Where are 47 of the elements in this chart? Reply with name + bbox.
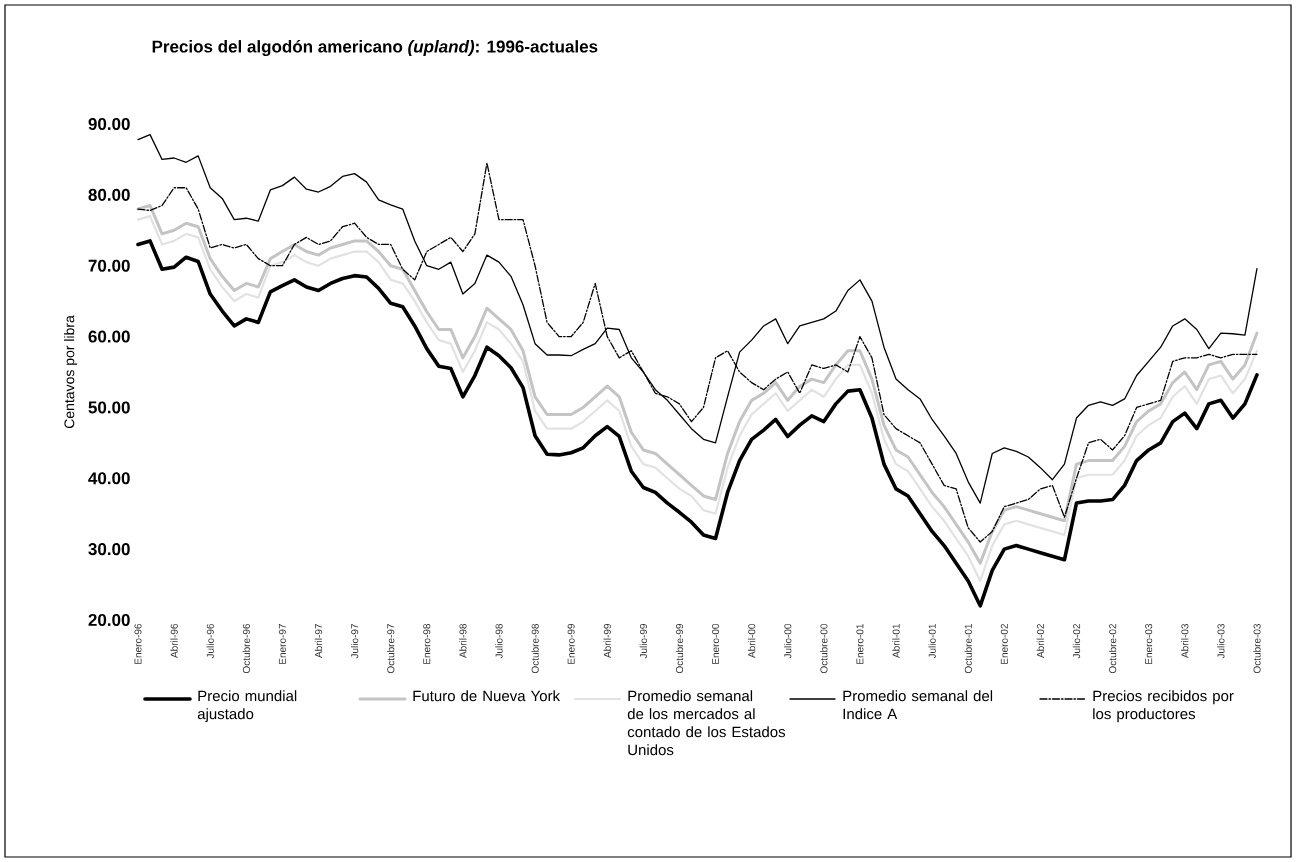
x-tick-label: Enero-97 (278, 624, 286, 664)
x-tick-label: Octubre-99 (675, 624, 684, 674)
legend-label: Precios recibidos por los productores (1093, 690, 1234, 723)
y-tick-label: 40.00 (88, 472, 130, 485)
y-tick-label: 90.00 (88, 117, 130, 131)
legend-label: Precio mundial ajustado (197, 690, 297, 723)
x-tick-label: Julio-03 (1217, 623, 1225, 659)
x-tick-label: Julio-02 (1072, 624, 1081, 659)
x-tick-label: Abril-98 (459, 623, 467, 658)
x-tick-label: Julio-97 (350, 624, 359, 659)
x-tick-label: Abril-97 (314, 624, 323, 658)
x-tick-label: Abril-96 (170, 623, 178, 658)
x-tick-label: Octubre-96 (242, 623, 250, 674)
y-tick-label: 30.00 (88, 543, 130, 556)
x-tick-label: Octubre-03 (1253, 623, 1261, 674)
x-tick-label: Abril-99 (603, 624, 611, 658)
x-tick-label: Abril-03 (1181, 623, 1189, 658)
x-tick-label: Octubre-98 (531, 623, 539, 674)
x-tick-label: Enero-00 (711, 623, 720, 664)
x-tick-label: Julio-96 (206, 623, 214, 659)
y-tick-label: 20.00 (88, 613, 130, 627)
x-tick-label: Abril-00 (747, 623, 756, 658)
x-tick-label: Abril-02 (1036, 624, 1045, 658)
y-tick-label: 80.00 (88, 188, 130, 201)
x-tick-label: Enero-98 (423, 623, 431, 664)
x-tick-label: Octubre-02 (1108, 624, 1117, 674)
legend-label: Promedio semanal de los mercados al contado de los Estados Unidos (627, 690, 786, 756)
x-tick-label: Octubre-97 (387, 624, 395, 674)
y-axis-title: Centavos por libra (64, 315, 78, 429)
y-tick-label: 70.00 (88, 259, 130, 272)
y-tick-label: 60.00 (88, 330, 130, 343)
x-tick-label: Julio-98 (495, 623, 503, 659)
legend-label: Promedio semanal del Indice A (843, 690, 993, 720)
legend-label: Futuro de Nueva York (413, 690, 561, 702)
x-tick-label: Julio-00 (784, 623, 792, 659)
chart-title: Precios del algodón americano (upland): 1996-actuales (152, 39, 598, 57)
x-tick-label: Enero-99 (567, 624, 575, 664)
y-tick-label: 50.00 (88, 401, 130, 414)
x-tick-label: Octubre-01 (964, 624, 972, 674)
x-tick-label: Julio-99 (639, 624, 647, 659)
x-tick-label: Octubre-00 (820, 623, 828, 674)
x-tick-label: Enero-02 (1000, 624, 1008, 664)
x-tick-label: Enero-03 (1145, 623, 1153, 664)
x-tick-label: Enero-01 (856, 624, 864, 664)
x-tick-label: Julio-01 (928, 624, 936, 659)
x-tick-label: Abril-01 (892, 624, 900, 658)
x-tick-label: Enero-96 (134, 623, 142, 664)
